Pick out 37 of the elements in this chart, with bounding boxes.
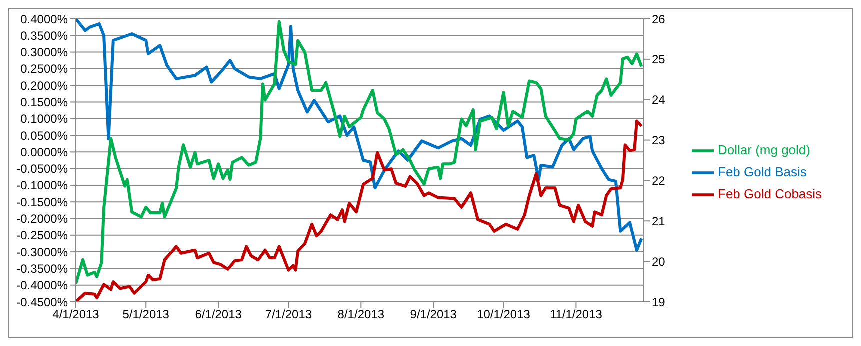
y-tick-label: -0.3000%: [16, 245, 68, 260]
y-tick-label: -0.4500%: [16, 295, 68, 310]
y-tick-label: 0.1000%: [20, 112, 68, 126]
y-tick-label: -0.3500%: [16, 262, 68, 276]
x-tick-label: 11/1/2013: [550, 308, 603, 322]
y-tick-label: 0.1500%: [20, 95, 68, 110]
y-tick-label: -0.2500%: [16, 228, 68, 243]
y2-tick-label: 25: [652, 52, 666, 67]
x-tick-label: 5/1/2013: [122, 308, 170, 322]
y-tick-label: -0.2000%: [16, 212, 68, 226]
y-tick-label: -0.1500%: [16, 195, 68, 210]
x-tick-label: 4/1/2013: [52, 308, 100, 322]
x-tick-label: 10/1/2013: [477, 308, 531, 322]
y-tick-label: 0.2000%: [20, 78, 68, 93]
x-tick-label: 6/1/2013: [195, 308, 242, 322]
y-tick-label: 0.3000%: [20, 46, 68, 60]
y2-tick-label: 19: [652, 295, 666, 310]
y2-tick-label: 23: [652, 134, 666, 148]
y2-tick-label: 21: [652, 214, 666, 228]
x-tick-label: 7/1/2013: [265, 308, 312, 322]
y-tick-label: -0.0500%: [16, 162, 68, 176]
legend-label: Feb Gold Cobasis: [718, 186, 822, 202]
y2-tick-label: 22: [652, 174, 666, 188]
y2-tick-label: 24: [652, 93, 666, 108]
legend-label: Feb Gold Basis: [718, 164, 807, 180]
y-tick-label: 0.4000%: [20, 12, 68, 26]
y-tick-label: -0.1000%: [16, 178, 68, 193]
y2-tick-label: 26: [652, 12, 666, 26]
x-tick-label: 8/1/2013: [338, 308, 385, 322]
x-tick-label: 9/1/2013: [410, 308, 458, 322]
y-tick-label: 0.0000%: [20, 145, 68, 160]
y-tick-label: 0.2500%: [20, 62, 68, 76]
y-tick-label: 0.0500%: [20, 128, 68, 143]
y2-tick-label: 20: [652, 254, 666, 269]
legend-label: Dollar (mg gold): [718, 142, 810, 158]
y-tick-label: -0.4000%: [16, 278, 68, 293]
y-tick-label: 0.3500%: [20, 28, 68, 43]
